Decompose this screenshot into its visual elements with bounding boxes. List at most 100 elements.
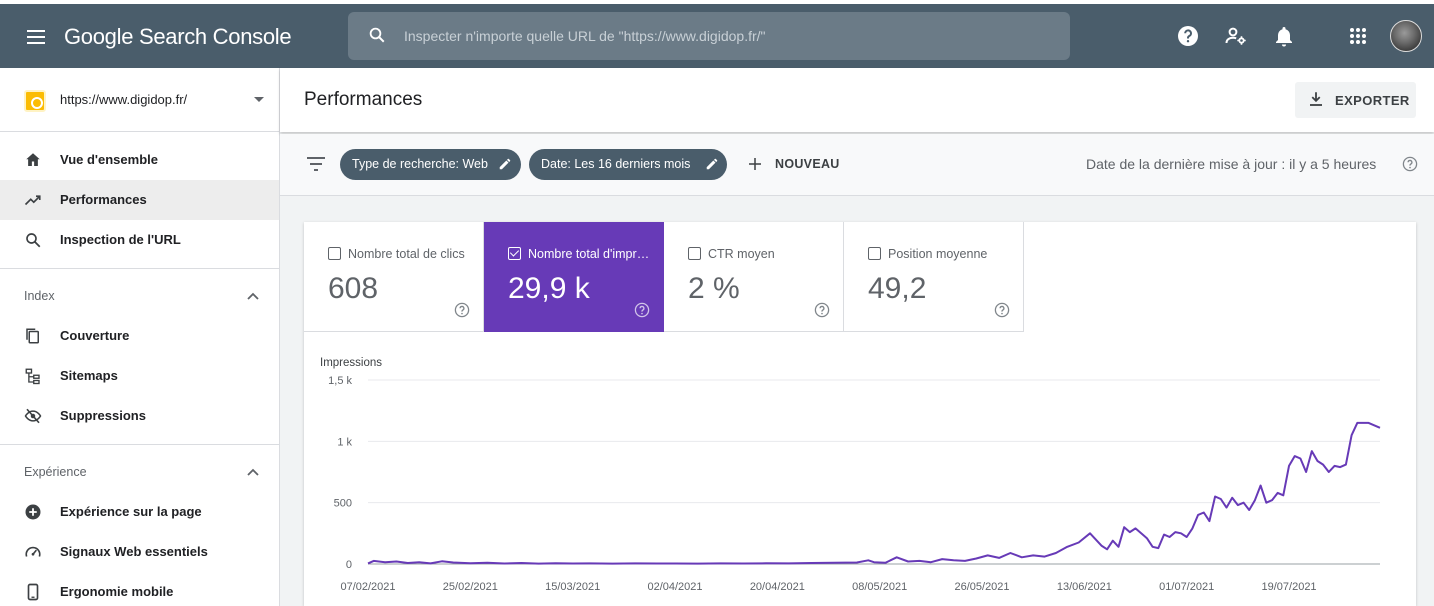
sidebar-item-label: Vue d'ensemble xyxy=(60,152,158,167)
filter-icon[interactable] xyxy=(306,156,326,172)
x-tick-label: 13/06/2021 xyxy=(1057,581,1112,593)
x-tick-label: 20/04/2021 xyxy=(750,581,805,593)
sidebar-item-mobile-usability[interactable]: Ergonomie mobile xyxy=(0,572,279,606)
search-icon xyxy=(369,27,385,43)
y-tick-label: 500 xyxy=(334,498,352,510)
x-tick-label: 01/07/2021 xyxy=(1159,581,1214,593)
x-tick-label: 02/04/2021 xyxy=(647,581,702,593)
metric-average-position[interactable]: Position moyenne 49,2 xyxy=(844,222,1024,332)
metric-value: 49,2 xyxy=(868,272,927,305)
metric-checkbox[interactable] xyxy=(328,247,341,260)
sidebar-item-label: Sitemaps xyxy=(60,368,118,383)
help-icon[interactable] xyxy=(814,302,830,318)
metric-checkbox[interactable] xyxy=(508,247,521,260)
sidebar-item-sitemaps[interactable]: Sitemaps xyxy=(0,356,279,396)
sidebar-item-label: Ergonomie mobile xyxy=(60,584,174,599)
y-axis-label: Impressions xyxy=(320,357,382,369)
filter-chip-search-type[interactable]: Type de recherche: Web xyxy=(340,149,521,180)
page-header: Performances EXPORTER xyxy=(280,68,1434,132)
phone-icon xyxy=(27,583,39,601)
y-tick-label: 1,5 k xyxy=(328,375,352,387)
property-icon xyxy=(24,90,46,112)
download-icon xyxy=(1310,92,1322,106)
sidebar-item-label: Couverture xyxy=(60,328,130,343)
edit-icon[interactable] xyxy=(498,157,512,171)
search-icon xyxy=(26,233,41,248)
chevron-up-icon[interactable] xyxy=(246,291,260,301)
sidebar: https://www.digidop.fr/ Vue d'ensemble P… xyxy=(0,68,280,606)
sidebar-item-core-web-vitals[interactable]: Signaux Web essentiels xyxy=(0,532,279,572)
help-icon[interactable] xyxy=(1402,156,1418,172)
top-app-bar: Google Search Console xyxy=(0,0,1434,68)
x-tick-label: 19/07/2021 xyxy=(1262,581,1317,593)
sidebar-item-label: Expérience sur la page xyxy=(60,504,202,519)
sidebar-item-label: Performances xyxy=(60,192,147,207)
sidebar-item-performance[interactable]: Performances xyxy=(0,180,279,220)
plus-icon xyxy=(749,158,761,170)
url-inspection-search[interactable] xyxy=(348,12,1070,60)
metric-average-ctr[interactable]: CTR moyen 2 % xyxy=(664,222,844,332)
performance-card: Nombre total de clics 608 Nombre total d… xyxy=(304,222,1416,606)
help-icon[interactable] xyxy=(994,302,1010,318)
help-icon[interactable] xyxy=(454,302,470,318)
sidebar-item-coverage[interactable]: Couverture xyxy=(0,316,279,356)
metric-label: Nombre total d'impressions xyxy=(528,247,656,261)
menu-icon[interactable] xyxy=(22,22,50,50)
metric-total-clicks[interactable]: Nombre total de clics 608 xyxy=(304,222,484,332)
filter-chip-date[interactable]: Date: Les 16 derniers mois xyxy=(529,149,727,180)
chip-label: Date: Les 16 derniers mois xyxy=(541,157,691,171)
section-title: Expérience xyxy=(24,465,87,479)
new-filter-button[interactable]: NOUVEAU xyxy=(746,152,846,178)
help-icon[interactable] xyxy=(1176,24,1200,48)
y-tick-label: 0 xyxy=(346,559,352,571)
chevron-up-icon[interactable] xyxy=(246,467,260,477)
sidebar-item-overview[interactable]: Vue d'ensemble xyxy=(0,140,279,180)
property-selector[interactable]: https://www.digidop.fr/ xyxy=(0,68,279,132)
section-experience: Expérience xyxy=(0,452,279,492)
manage-users-icon[interactable] xyxy=(1224,24,1248,48)
export-button[interactable]: EXPORTER xyxy=(1295,82,1416,118)
search-input[interactable] xyxy=(404,24,1044,48)
metric-total-impressions[interactable]: Nombre total d'impressions 29,9 k xyxy=(484,222,664,332)
app-logo[interactable]: Google Search Console xyxy=(64,24,292,49)
page-title: Performances xyxy=(304,89,423,110)
property-label: https://www.digidop.fr/ xyxy=(60,92,188,107)
y-tick-label: 1 k xyxy=(337,436,352,448)
export-label: EXPORTER xyxy=(1335,93,1410,108)
eye-off-icon xyxy=(24,408,42,424)
avatar[interactable] xyxy=(1390,20,1422,52)
metric-value: 29,9 k xyxy=(508,272,590,305)
chip-label: Type de recherche: Web xyxy=(352,157,488,171)
sidebar-item-page-experience[interactable]: Expérience sur la page xyxy=(0,492,279,532)
metric-checkbox[interactable] xyxy=(688,247,701,260)
divider xyxy=(0,444,279,445)
x-tick-label: 25/02/2021 xyxy=(443,581,498,593)
metric-checkbox[interactable] xyxy=(868,247,881,260)
metric-label: CTR moyen xyxy=(708,247,775,261)
section-index: Index xyxy=(0,276,279,316)
metric-label: Position moyenne xyxy=(888,247,988,261)
metric-value: 608 xyxy=(328,272,379,305)
edit-icon[interactable] xyxy=(705,157,719,171)
filter-bar: Type de recherche: Web Date: Les 16 dern… xyxy=(280,134,1434,196)
plus-circle-icon xyxy=(25,504,41,520)
home-icon xyxy=(26,153,40,166)
section-title: Index xyxy=(24,289,55,303)
apps-icon[interactable] xyxy=(1346,24,1370,48)
notifications-icon[interactable] xyxy=(1272,24,1296,48)
last-update-text: Date de la dernière mise à jour : il y a… xyxy=(1086,156,1377,172)
x-tick-label: 26/05/2021 xyxy=(954,581,1009,593)
sidebar-item-label: Suppressions xyxy=(60,408,146,423)
x-tick-label: 07/02/2021 xyxy=(340,581,395,593)
sitemap-icon xyxy=(25,368,40,385)
metric-value: 2 % xyxy=(688,272,740,305)
help-icon[interactable] xyxy=(634,302,650,318)
trending-icon xyxy=(24,195,41,206)
sidebar-item-label: Inspection de l'URL xyxy=(60,232,181,247)
x-tick-label: 08/05/2021 xyxy=(852,581,907,593)
impressions-chart: Impressions 0 500 1 k 1,5 k 07/02/2021 25/02/2… xyxy=(320,357,1381,593)
x-tick-label: 15/03/2021 xyxy=(545,581,600,593)
sidebar-item-removals[interactable]: Suppressions xyxy=(0,396,279,436)
sidebar-item-url-inspection[interactable]: Inspection de l'URL xyxy=(0,220,279,260)
new-filter-label: NOUVEAU xyxy=(775,157,840,171)
